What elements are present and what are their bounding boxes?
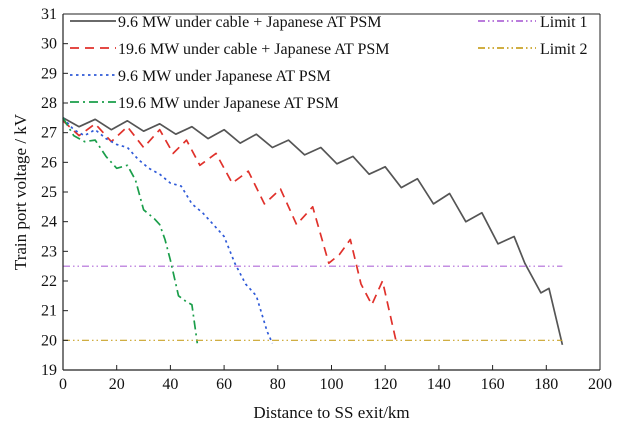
x-tick-label: 100 <box>320 376 344 393</box>
legend-label-5: Limit 2 <box>540 41 588 58</box>
legend: 9.6 MW under cable + Japanese AT PSM 19.6… <box>70 14 588 112</box>
x-tick-label: 80 <box>270 376 286 393</box>
legend-label-2: 9.6 MW under Japanese AT PSM <box>118 68 331 85</box>
x-tick-label: 140 <box>427 376 451 393</box>
series-line-2 <box>62 117 274 344</box>
y-tick-label: 25 <box>41 184 57 201</box>
y-tick-label: 19 <box>41 362 57 379</box>
x-tick-label: 180 <box>534 376 558 393</box>
y-tick-label: 26 <box>41 154 57 171</box>
y-tick-label: 22 <box>41 273 57 290</box>
legend-label-4: Limit 1 <box>540 14 588 31</box>
y-tick-label: 24 <box>41 214 57 231</box>
x-axis-title: Distance to SS exit/km <box>253 403 409 422</box>
tick-labels: 0 20 40 60 80 100 120 140 160 180 200 19 20 21 22 23 24 2… <box>41 6 612 393</box>
plot-background <box>63 14 600 370</box>
y-tick-label: 30 <box>41 36 57 53</box>
series-lines <box>62 117 564 345</box>
plot-area <box>63 14 600 370</box>
y-tick-label: 27 <box>41 125 57 142</box>
legend-label-1: 19.6 MW under cable + Japanese AT PSM <box>118 41 390 58</box>
y-tick-label: 29 <box>41 65 57 82</box>
y-tick-label: 31 <box>41 6 57 23</box>
series-line-1 <box>62 120 397 341</box>
x-tick-label: 20 <box>109 376 125 393</box>
x-tick-label: 60 <box>216 376 232 393</box>
x-tick-label: 0 <box>59 376 67 393</box>
series-line-3 <box>62 117 199 344</box>
legend-label-3: 19.6 MW under Japanese AT PSM <box>118 95 339 112</box>
x-tick-label: 160 <box>481 376 505 393</box>
series-line-0 <box>62 117 564 345</box>
y-tick-label: 20 <box>41 332 57 349</box>
legend-label-0: 9.6 MW under cable + Japanese AT PSM <box>118 14 382 31</box>
x-tick-label: 40 <box>162 376 178 393</box>
y-tick-label: 28 <box>41 95 57 112</box>
x-tick-label: 200 <box>588 376 612 393</box>
y-tick-label: 21 <box>41 303 57 320</box>
x-tick-label: 120 <box>373 376 397 393</box>
y-tick-label: 23 <box>41 243 57 260</box>
y-axis-title: Train port voltage / kV <box>11 113 30 270</box>
axes <box>62 13 601 371</box>
